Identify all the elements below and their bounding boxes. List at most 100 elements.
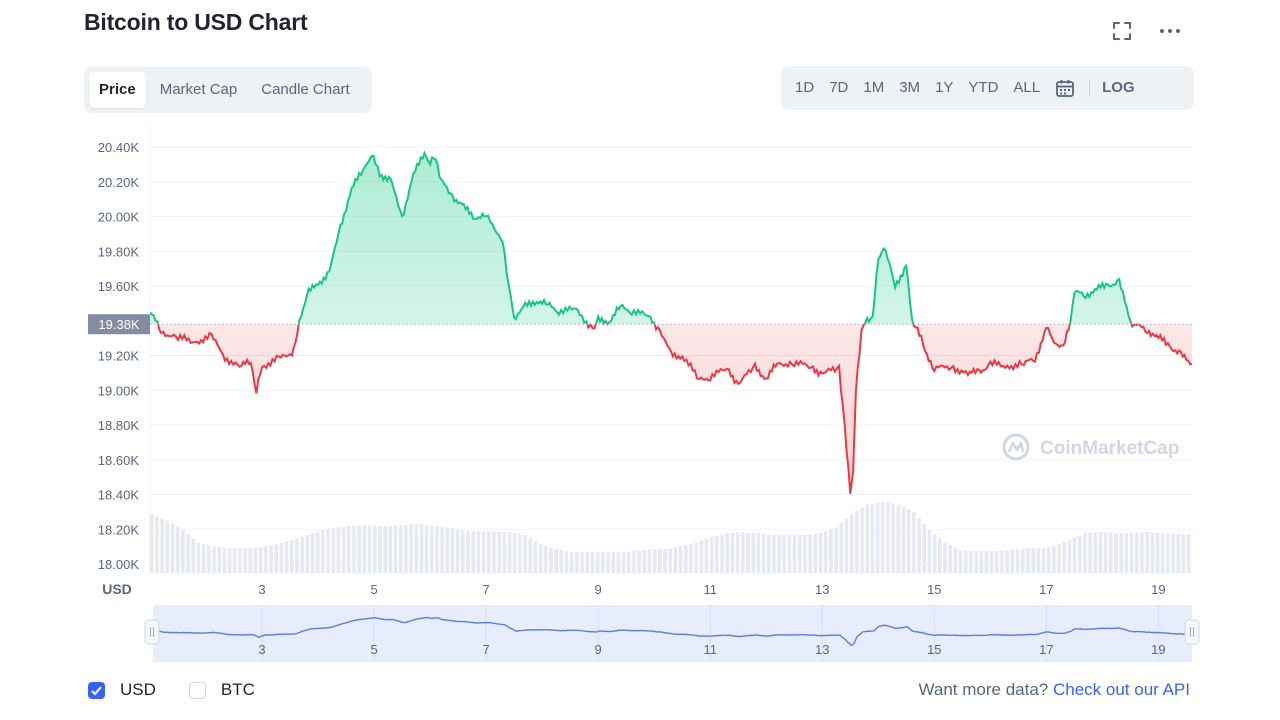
usd-check-box[interactable]	[88, 681, 105, 699]
volume-bar	[1036, 548, 1041, 573]
volume-bar	[1171, 533, 1175, 573]
volume-bar	[849, 514, 854, 573]
volume-bar	[989, 551, 994, 573]
navigator-tick-label: 7	[483, 642, 490, 657]
volume-bar	[761, 533, 766, 573]
x-tick-label: 15	[927, 582, 941, 597]
volume-bar	[704, 538, 709, 573]
range-ytd[interactable]: YTD	[968, 79, 999, 96]
navigator-handle-left[interactable]	[144, 619, 160, 645]
fullscreen-icon[interactable]	[1107, 16, 1137, 46]
volume-bar	[372, 525, 377, 573]
volume-bar	[341, 526, 346, 573]
range-1m[interactable]: 1M	[863, 79, 885, 96]
volume-bar	[616, 552, 621, 573]
volume-bar	[948, 545, 952, 573]
log-toggle[interactable]: LOG	[1102, 79, 1135, 96]
volume-bar	[486, 531, 491, 573]
volume-bar	[772, 535, 776, 573]
volume-bar	[175, 527, 180, 573]
volume-bar	[1010, 549, 1015, 573]
range-3m[interactable]: 3M	[899, 79, 921, 96]
api-promo-text: Want more data?	[918, 680, 1053, 699]
volume-bar	[404, 524, 408, 573]
volume-bar	[839, 522, 844, 573]
volume-bar	[217, 547, 222, 573]
volume-bar	[1160, 533, 1165, 573]
volume-bar	[1005, 550, 1010, 573]
calendar-icon[interactable]	[1055, 78, 1075, 98]
volume-bar	[927, 530, 932, 573]
volume-bar	[321, 530, 325, 573]
volume-bar	[440, 526, 444, 573]
volume-bar	[191, 538, 196, 573]
volume-bar	[165, 520, 170, 573]
volume-bar	[481, 531, 486, 573]
volume-bar	[289, 539, 294, 573]
volume-bar	[212, 546, 216, 573]
volume-bar	[258, 547, 263, 573]
tab-market-cap[interactable]: Market Cap	[159, 81, 238, 98]
x-tick-label: 3	[258, 582, 265, 597]
tab-price[interactable]: Price	[89, 72, 146, 108]
volume-bar	[725, 533, 730, 573]
volume-bar	[782, 535, 787, 573]
volume-bar	[735, 532, 740, 573]
api-link[interactable]: Check out our API	[1052, 680, 1190, 699]
volume-bar	[554, 549, 558, 573]
volume-bar	[606, 552, 610, 573]
volume-bar	[740, 532, 745, 573]
volume-bar	[201, 543, 206, 573]
btc-check-box[interactable]	[188, 681, 206, 699]
volume-bar	[533, 541, 538, 573]
more-icon[interactable]	[1155, 16, 1185, 46]
check-icon	[91, 685, 102, 695]
volume-bar	[808, 534, 813, 573]
y-tick-label: 19.20K	[98, 349, 140, 364]
volume-bar	[953, 547, 958, 573]
y-tick-label: 19.00K	[98, 383, 140, 398]
volume-bar	[678, 546, 683, 573]
navigator-handle-right-grip[interactable]	[1184, 619, 1200, 645]
volume-bar	[969, 550, 973, 573]
volume-bar	[466, 530, 470, 573]
range-all[interactable]: ALL	[1013, 79, 1041, 96]
volume-bar	[238, 548, 242, 573]
volume-bar	[1041, 547, 1046, 573]
volume-bar	[528, 538, 533, 573]
range-1d[interactable]: 1D	[795, 79, 815, 96]
volume-bar	[984, 551, 989, 573]
range-1y[interactable]: 1Y	[935, 79, 954, 96]
volume-bar	[896, 504, 901, 573]
volume-bar	[429, 525, 434, 573]
y-tick-label: 18.80K	[98, 418, 140, 433]
navigator-handle-left-grip[interactable]	[144, 619, 160, 645]
volume-bar	[471, 530, 476, 573]
x-tick-label: 19	[1151, 582, 1165, 597]
volume-bar	[1124, 533, 1129, 573]
volume-bar	[538, 544, 543, 573]
api-promo: Want more data? Check out our API	[918, 680, 1190, 700]
btc-label: BTC	[220, 680, 255, 699]
page-title: Bitcoin to USD Chart	[84, 9, 308, 35]
range-divider	[1089, 79, 1091, 97]
y-tick-label: 19.80K	[98, 244, 140, 259]
volume-bar	[1020, 548, 1025, 573]
volume-bar	[580, 552, 584, 573]
volume-bar	[367, 525, 372, 573]
x-tick-label: 11	[703, 582, 717, 597]
navigator-handle-right[interactable]	[1184, 619, 1200, 645]
usd-checkbox[interactable]: USD	[88, 680, 156, 700]
watermark-text: CoinMarketCap	[1040, 438, 1179, 459]
volume-bar	[715, 535, 719, 573]
reference-badge	[88, 314, 150, 335]
volume-bar	[512, 533, 517, 573]
volume-bar	[497, 531, 501, 573]
btc-checkbox[interactable]: BTC	[188, 680, 255, 700]
volume-bar	[1083, 533, 1087, 573]
volume-bar	[207, 545, 211, 573]
range-7d[interactable]: 7D	[829, 79, 849, 96]
range-navigator[interactable]: 3 5 7 9 11 13 15 17 19	[144, 605, 1200, 662]
tab-candle-chart[interactable]: Candle Chart	[261, 81, 350, 98]
volume-bar	[1176, 534, 1181, 573]
